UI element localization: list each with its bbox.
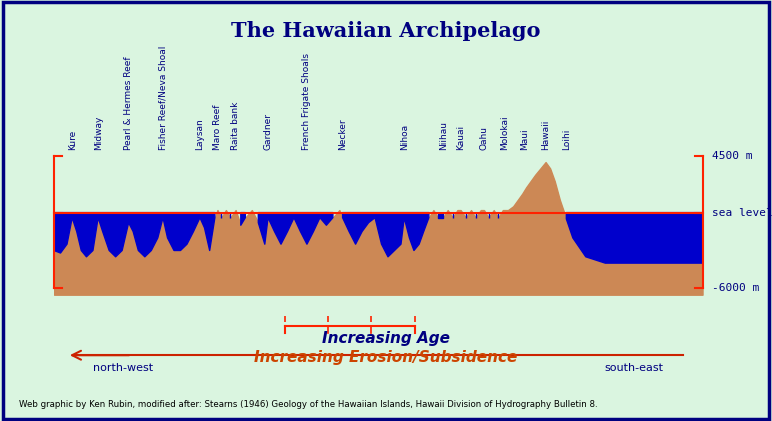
Text: Kauai: Kauai (456, 125, 466, 150)
Text: Increasing Erosion/Subsidence: Increasing Erosion/Subsidence (254, 350, 518, 365)
Text: Hawaii: Hawaii (541, 120, 550, 150)
Text: Necker: Necker (338, 118, 347, 150)
Text: south-east: south-east (604, 363, 664, 373)
Text: Fisher Reef/Neva Shoal: Fisher Reef/Neva Shoal (158, 45, 168, 150)
Text: Midway: Midway (93, 115, 103, 150)
Text: French Frigate Shoals: French Frigate Shoals (303, 53, 311, 150)
Text: north-west: north-west (93, 363, 153, 373)
Text: Maro Reef: Maro Reef (213, 104, 222, 150)
Text: Maui: Maui (520, 128, 529, 150)
Text: sea level: sea level (713, 208, 772, 218)
Text: Laysan: Laysan (195, 118, 205, 150)
Text: Pearl & Hermes Reef: Pearl & Hermes Reef (124, 56, 133, 150)
X-axis label: Kilometers: Kilometers (325, 364, 385, 374)
Text: The Hawaiian Archipelago: The Hawaiian Archipelago (232, 21, 540, 41)
Text: Web graphic by Ken Rubin, modified after: Stearns (1946) Geology of the Hawaiian: Web graphic by Ken Rubin, modified after… (19, 400, 598, 409)
Text: 4500 m: 4500 m (713, 151, 753, 161)
Text: Loihi: Loihi (562, 128, 571, 150)
Text: Gardner: Gardner (263, 113, 273, 150)
Text: -6000 m: -6000 m (713, 283, 760, 293)
Text: Niihau: Niihau (438, 121, 448, 150)
Text: Molokai: Molokai (500, 115, 510, 150)
Text: Oahu: Oahu (479, 126, 489, 150)
Text: Increasing Age: Increasing Age (322, 331, 450, 346)
Text: Nihoa: Nihoa (400, 124, 408, 150)
Text: Kure: Kure (68, 130, 76, 150)
Text: Raita bank: Raita bank (231, 101, 240, 150)
